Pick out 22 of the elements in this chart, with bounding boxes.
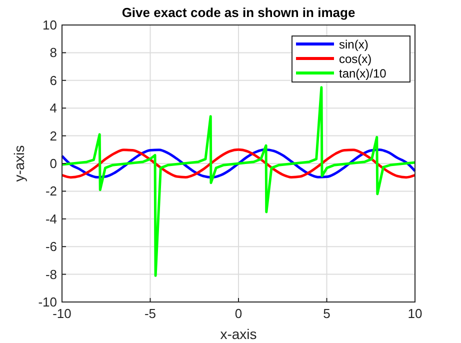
y-tick-label: 4 [50,100,57,116]
y-tick-label: 2 [50,128,57,144]
x-tick-label: 0 [234,306,242,321]
x-tick-label: -5 [144,306,156,321]
y-tick-label: 10 [42,18,57,32]
y-tick-label: -8 [45,266,57,282]
y-tick-label: 6 [50,72,57,88]
y-tick-label: -4 [45,211,57,226]
y-tick-label: -6 [45,239,57,254]
legend-label: cos(x) [339,52,372,66]
legend-label: tan(x)/10 [339,66,387,80]
y-tick-label: 8 [50,45,57,60]
line-series [60,86,416,277]
y-tick-label: 0 [50,156,57,171]
x-tick-label: 5 [323,306,330,321]
legend-label: sin(x) [339,38,368,52]
y-tick-label: -2 [45,184,57,199]
y-axis-title: y-axis [11,145,27,182]
x-axis-title: x-axis [220,326,257,342]
y-tick-label: -10 [38,294,57,310]
chart-title: Give exact code as in shown in image [122,5,356,20]
x-tick-label: 10 [408,306,422,321]
